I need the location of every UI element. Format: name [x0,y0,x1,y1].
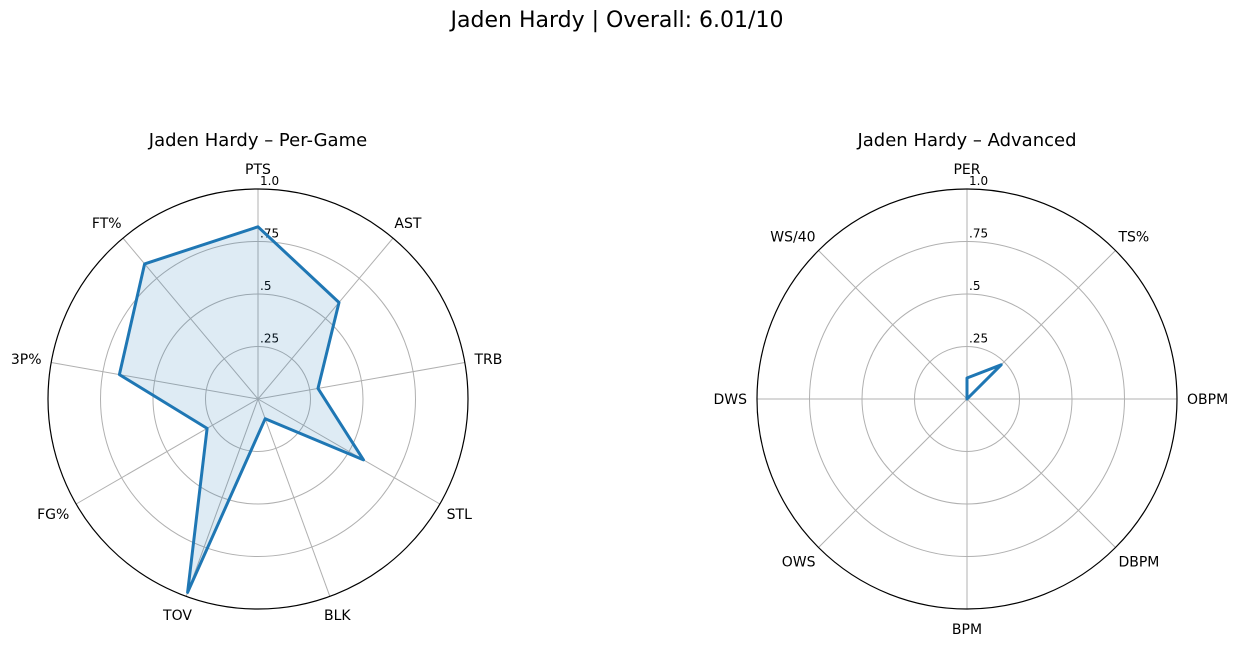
category-label-stl: STL [447,507,472,523]
category-label-ts-pct: TS% [1117,229,1149,245]
angular-gridline [185,398,259,597]
category-label-fg-pct: FG% [37,507,69,523]
radial-tick-label: .25 [260,332,279,346]
angular-gridline [75,398,259,505]
radial-tick-label: .5 [260,279,271,293]
series-fill [119,226,364,593]
figure-title: Jaden Hardy | Overall: 6.01/10 [450,8,784,33]
category-label-blk: BLK [324,608,351,624]
category-label-ows: OWS [782,555,816,571]
category-label-3p-pct: 3P% [11,352,42,368]
polar-frame [756,188,1178,610]
data-point-blk [264,418,266,420]
category-label-dbpm: DBPM [1118,555,1159,571]
polar-frame [47,188,469,610]
data-point-fg-pct [206,427,208,429]
data-point-stl [362,459,364,461]
data-point-3p-pct [118,374,120,376]
angular-gridline [966,398,1116,548]
category-label-bpm: BPM [952,622,982,638]
category-label-dws: DWS [713,392,747,408]
angular-gridline [257,398,441,505]
category-label-trb: TRB [473,352,502,368]
category-label-ast: AST [394,216,421,232]
category-label-tov: TOV [162,608,192,624]
subplot-title: Jaden Hardy – Per-Game [148,130,367,151]
radial-tick-label: .75 [260,227,279,241]
data-point-ws-40 [966,398,968,400]
category-label-ft-pct: FT% [92,216,122,232]
data-point-ts-pct [1000,364,1002,366]
radial-tick-label: 1.0 [260,174,279,188]
radial-tick-label: .5 [969,279,980,293]
series-outline [117,225,365,594]
angular-gridline [257,398,331,597]
angular-gridline [257,237,394,400]
radial-tick-label: .75 [969,227,988,241]
angular-gridline [51,362,259,400]
angular-gridline [257,362,465,400]
data-point-per [966,377,968,379]
data-point-pts [257,226,259,228]
category-label-ws-40: WS/40 [770,229,815,245]
data-point-ft-pct [144,263,146,265]
angular-gridline [818,398,968,548]
radial-tick-label: 1.0 [969,174,988,188]
data-point-ast [338,301,340,303]
angular-gridline [818,250,968,400]
category-label-obpm: OBPM [1187,392,1228,408]
data-point-tov [187,591,189,593]
data-point-trb [317,387,319,389]
series-outline [965,363,1003,401]
subplot-title: Jaden Hardy – Advanced [856,130,1076,151]
category-label-pts: PTS [245,162,271,178]
radial-tick-label: .25 [969,332,988,346]
category-label-per: PER [953,162,980,178]
